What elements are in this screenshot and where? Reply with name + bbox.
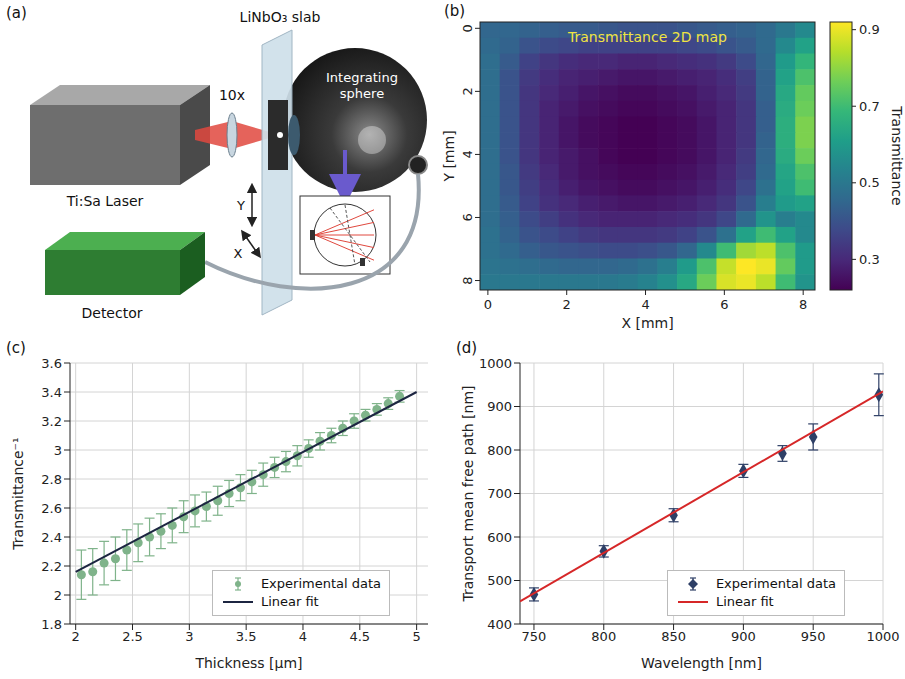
svg-text:1000: 1000 [866, 629, 899, 644]
svg-text:2: 2 [460, 87, 475, 95]
html-text:(c): (c) [6, 339, 26, 357]
svg-text:2: 2 [72, 629, 80, 644]
svg-text:sphere: sphere [340, 86, 384, 101]
svg-text:Ti:Sa Laser: Ti:Sa Laser [66, 193, 144, 209]
svg-text:850: 850 [661, 629, 686, 644]
html-text:Linear fit: Linear fit [715, 594, 774, 609]
svg-text:Wavelength [nm]: Wavelength [nm] [641, 655, 762, 671]
svg-text:Integrating: Integrating [326, 70, 398, 85]
svg-text:1000: 1000 [479, 356, 512, 371]
svg-text:Transport mean free path [nm]: Transport mean free path [nm] [460, 385, 476, 602]
svg-text:0.3: 0.3 [859, 252, 880, 267]
svg-text:6: 6 [720, 297, 728, 312]
svg-text:0.5: 0.5 [859, 175, 880, 190]
svg-text:8: 8 [799, 297, 807, 312]
svg-text:3.6: 3.6 [41, 356, 62, 371]
svg-text:(a): (a) [6, 4, 27, 22]
svg-text:950: 950 [801, 629, 826, 644]
svg-text:3: 3 [185, 629, 193, 644]
svg-text:600: 600 [487, 530, 512, 545]
svg-text:900: 900 [487, 399, 512, 414]
svg-text:2.2: 2.2 [41, 559, 62, 574]
svg-text:4.5: 4.5 [349, 629, 370, 644]
svg-text:Transmittance: Transmittance [889, 105, 905, 205]
svg-text:2.4: 2.4 [41, 530, 62, 545]
svg-text:(b): (b) [444, 2, 465, 20]
svg-text:2: 2 [563, 297, 571, 312]
svg-text:3.2: 3.2 [41, 414, 62, 429]
svg-text:Y [mm]: Y [mm] [441, 130, 457, 182]
svg-text:4: 4 [641, 297, 649, 312]
svg-text:700: 700 [487, 486, 512, 501]
svg-text:3: 3 [54, 443, 62, 458]
svg-text:6: 6 [460, 213, 475, 221]
svg-text:3.4: 3.4 [41, 385, 62, 400]
svg-text:1.8: 1.8 [41, 617, 62, 632]
svg-text:0: 0 [484, 297, 492, 312]
svg-text:0: 0 [460, 24, 475, 32]
svg-text:2.5: 2.5 [122, 629, 143, 644]
svg-text:3.5: 3.5 [236, 629, 257, 644]
svg-text:2.8: 2.8 [41, 472, 62, 487]
svg-text:8: 8 [460, 276, 475, 284]
svg-text:2: 2 [54, 588, 62, 603]
svg-text:0.7: 0.7 [859, 99, 880, 114]
svg-text:750: 750 [522, 629, 547, 644]
html-text:Linear fit: Linear fit [260, 594, 319, 609]
svg-text:4: 4 [299, 629, 307, 644]
html-text:Experimental data: Experimental data [260, 576, 381, 591]
svg-text:800: 800 [591, 629, 616, 644]
svg-text:5: 5 [412, 629, 420, 644]
svg-text:Transmittance⁻¹: Transmittance⁻¹ [10, 437, 26, 550]
svg-text:800: 800 [487, 443, 512, 458]
svg-text:LiNbO₃ slab: LiNbO₃ slab [240, 9, 321, 25]
svg-text:4: 4 [460, 150, 475, 158]
html-text:(d): (d) [456, 339, 478, 357]
svg-text:Transmittance 2D map: Transmittance 2D map [567, 29, 727, 45]
svg-text:900: 900 [731, 629, 756, 644]
svg-text:10x: 10x [219, 87, 245, 103]
svg-text:2.6: 2.6 [41, 501, 62, 516]
svg-text:Y: Y [236, 198, 245, 213]
svg-text:X [mm]: X [mm] [621, 315, 673, 331]
html-text:Experimental data: Experimental data [715, 576, 836, 591]
svg-text:0.9: 0.9 [859, 22, 880, 37]
svg-text:Thickness [µm]: Thickness [µm] [194, 655, 302, 671]
svg-text:Detector: Detector [81, 305, 142, 321]
svg-text:400: 400 [487, 617, 512, 632]
svg-text:X: X [234, 246, 243, 261]
svg-text:500: 500 [487, 573, 512, 588]
